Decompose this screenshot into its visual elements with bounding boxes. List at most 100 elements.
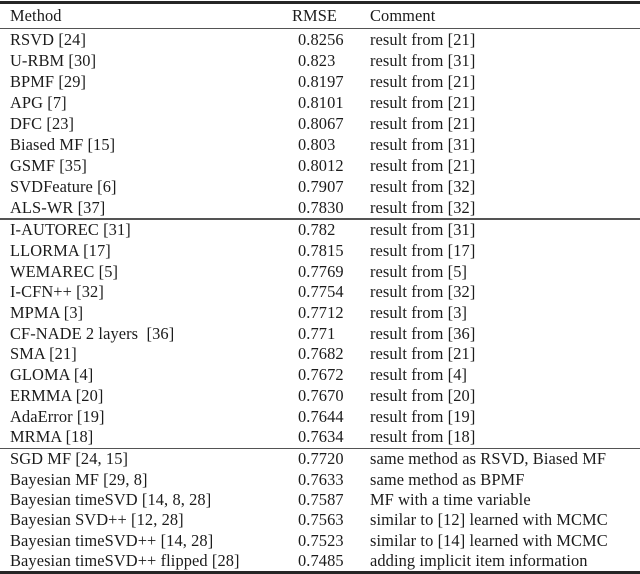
comment-cell: similar to [14] learned with MCMC xyxy=(370,530,608,550)
method-cell: Bayesian MF [29, 8] xyxy=(10,469,148,489)
table-row: BPMF [29] 0.8197 result from [21] xyxy=(0,71,640,92)
comment-cell: similar to [12] learned with MCMC xyxy=(370,510,608,530)
method-cell: SGD MF [24, 15] xyxy=(10,449,129,469)
method-cell: MPMA [3] xyxy=(10,303,84,323)
column-header-method: Method xyxy=(10,5,62,25)
table-row: MRMA [18] 0.7634 result from [18] xyxy=(0,427,640,448)
method-cell: Bayesian timeSVD++ flipped [28] xyxy=(10,551,240,571)
comment-cell: result from [21] xyxy=(370,113,476,133)
method-cell: SVDFeature [6] xyxy=(10,176,117,196)
table-row: Bayesian MF [29, 8] 0.7633 same method as … xyxy=(0,469,640,489)
table-row: DFC [23] 0.8067 result from [21] xyxy=(0,113,640,134)
comment-cell: result from [31] xyxy=(370,134,476,154)
comment-cell: same method as RSVD, Biased MF xyxy=(370,449,607,469)
comment-cell: result from [21] xyxy=(370,71,476,91)
rmse-cell: 0.7907 xyxy=(298,176,344,196)
method-cell: DFC [23] xyxy=(10,113,75,133)
group-separator-1 xyxy=(0,218,640,220)
rmse-cell: 0.8256 xyxy=(298,29,344,49)
method-cell: ALS-WR [37] xyxy=(10,197,106,217)
table-row: Bayesian timeSVD [14, 8, 28] 0.7587 MF wit… xyxy=(0,490,640,510)
method-cell: SMA [21] xyxy=(10,344,77,364)
table-row: LLORMA [17] 0.7815 result from [17] xyxy=(0,241,640,262)
bottom-rule xyxy=(0,571,640,574)
comment-cell: result from [17] xyxy=(370,241,476,261)
method-cell: APG [7] xyxy=(10,92,67,112)
method-cell: Bayesian timeSVD++ [14, 28] xyxy=(10,530,214,550)
table-row: WEMAREC [5] 0.7769 result from [5] xyxy=(0,261,640,282)
rmse-cell: 0.7587 xyxy=(298,490,344,510)
table-row: ERMMA [20] 0.7670 result from [20] xyxy=(0,385,640,406)
comment-cell: result from [5] xyxy=(370,261,468,281)
comment-cell: same method as BPMF xyxy=(370,469,525,489)
method-cell: Bayesian timeSVD [14, 8, 28] xyxy=(10,490,212,510)
rmse-cell: 0.7672 xyxy=(298,365,344,385)
comment-cell: result from [21] xyxy=(370,29,476,49)
rmse-cell: 0.7523 xyxy=(298,530,344,550)
comment-cell: result from [18] xyxy=(370,427,476,447)
comment-cell: result from [20] xyxy=(370,385,476,405)
table-row: AdaError [19] 0.7644 result from [19] xyxy=(0,406,640,427)
rmse-cell: 0.7720 xyxy=(298,449,344,469)
table-row: CF-NADE 2 layers [36] 0.771 result from [3… xyxy=(0,323,640,344)
method-cell: BPMF [29] xyxy=(10,71,87,91)
rmse-cell: 0.8067 xyxy=(298,113,344,133)
table-row: Biased MF [15] 0.803 result from [31] xyxy=(0,134,640,155)
table-row: APG [7] 0.8101 result from [21] xyxy=(0,92,640,113)
table-row: SVDFeature [6] 0.7907 result from [32] xyxy=(0,176,640,197)
method-cell: RSVD [24] xyxy=(10,29,87,49)
table-row: MPMA [3] 0.7712 result from [3] xyxy=(0,303,640,324)
table-header-row: Method RMSE Comment xyxy=(0,4,640,28)
rmse-cell: 0.8101 xyxy=(298,92,344,112)
comment-cell: adding implicit item information xyxy=(370,551,588,571)
table-row: SMA [21] 0.7682 result from [21] xyxy=(0,344,640,365)
comment-cell: result from [21] xyxy=(370,92,476,112)
rmse-cell: 0.7712 xyxy=(298,303,344,323)
table-group-2: I-AUTOREC [31] 0.782 result from [31] LLORM… xyxy=(0,220,640,448)
comment-cell: result from [31] xyxy=(370,50,476,70)
rmse-cell: 0.7563 xyxy=(298,510,344,530)
rmse-cell: 0.7633 xyxy=(298,469,344,489)
rmse-cell: 0.7769 xyxy=(298,261,344,281)
rmse-cell: 0.7644 xyxy=(298,406,344,426)
rmse-cell: 0.7754 xyxy=(298,282,344,302)
rmse-cell: 0.7682 xyxy=(298,344,344,364)
comment-cell: result from [32] xyxy=(370,176,476,196)
table-row: ALS-WR [37] 0.7830 result from [32] xyxy=(0,197,640,218)
method-cell: U-RBM [30] xyxy=(10,50,97,70)
method-cell: AdaError [19] xyxy=(10,406,105,426)
comment-cell: result from [19] xyxy=(370,406,476,426)
rmse-cell: 0.771 xyxy=(298,323,336,343)
header-rule xyxy=(0,27,640,30)
rmse-cell: 0.7485 xyxy=(298,551,344,571)
table-row: RSVD [24] 0.8256 result from [21] xyxy=(0,29,640,50)
method-cell: Bayesian SVD++ [12, 28] xyxy=(10,510,184,530)
comment-cell: result from [32] xyxy=(370,282,476,302)
method-cell: GLOMA [4] xyxy=(10,365,94,385)
table-row: Bayesian timeSVD++ [14, 28] 0.7523 similar… xyxy=(0,531,640,551)
table-row: I-CFN++ [32] 0.7754 result from [32] xyxy=(0,282,640,303)
column-header-rmse: RMSE xyxy=(292,5,338,25)
group-separator-2 xyxy=(0,447,640,450)
rmse-cell: 0.823 xyxy=(298,50,336,70)
method-cell: CF-NADE 2 layers [36] xyxy=(10,323,175,343)
method-cell: I-AUTOREC [31] xyxy=(10,220,131,240)
column-header-comment: Comment xyxy=(370,5,436,25)
comment-cell: result from [36] xyxy=(370,323,476,343)
table-group-1: RSVD [24] 0.8256 result from [21] U-RBM [30… xyxy=(0,29,640,218)
table-group-3: SGD MF [24, 15] 0.7720 same method as RSVD… xyxy=(0,449,640,571)
comment-cell: MF with a time variable xyxy=(370,490,531,510)
top-rule xyxy=(0,1,640,4)
table-row: U-RBM [30] 0.823 result from [31] xyxy=(0,50,640,71)
method-cell: Biased MF [15] xyxy=(10,134,116,154)
rmse-cell: 0.7634 xyxy=(298,427,344,447)
method-cell: ERMMA [20] xyxy=(10,385,104,405)
rmse-cell: 0.8012 xyxy=(298,155,344,175)
method-cell: I-CFN++ [32] xyxy=(10,282,104,302)
rmse-cell: 0.8197 xyxy=(298,71,344,91)
table-row: GSMF [35] 0.8012 result from [21] xyxy=(0,155,640,176)
comment-cell: result from [4] xyxy=(370,365,468,385)
rmse-cell: 0.7830 xyxy=(298,197,344,217)
method-cell: WEMAREC [5] xyxy=(10,261,119,281)
